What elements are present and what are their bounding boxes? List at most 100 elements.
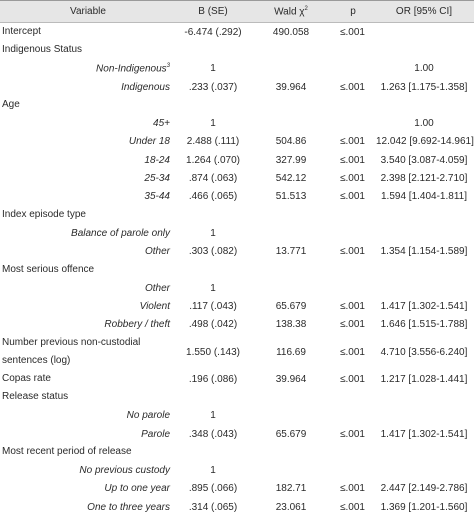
or-value: 3.540 [3.087-4.059] <box>380 154 468 166</box>
variable-label: Up to one year <box>104 483 170 495</box>
b-cell: .196 (.086) <box>176 370 250 388</box>
b-value: 1 <box>210 465 216 477</box>
section-cell: Release status <box>0 388 474 406</box>
row-main: Copas rate .196 (.086) 39.964 ≤.001 1.217 [1… <box>0 370 474 388</box>
or-cell: 1.417 [1.302-1.541] <box>374 425 474 443</box>
p-value: ≤.001 <box>340 191 365 203</box>
or-cell: 1.00 <box>374 60 474 78</box>
or-value: 1.217 [1.028-1.441] <box>380 373 468 385</box>
wald-value: 13.771 <box>275 246 307 258</box>
or-value: 1.417 [1.302-1.541] <box>380 301 468 313</box>
wald-cell <box>250 407 332 425</box>
b-value: -6.474 (.292) <box>184 26 242 38</box>
wald-cell: 13.771 <box>250 243 332 261</box>
row-level: 35-44 .466 (.065) 51.513 ≤.001 1.594 [1.404-… <box>0 188 474 206</box>
variable-label: No parole <box>126 410 170 422</box>
or-cell: 4.710 [3.556-6.240] <box>374 334 474 370</box>
wald-cell <box>250 114 332 132</box>
or-cell: 1.646 [1.515-1.788] <box>374 316 474 334</box>
b-value: 1 <box>210 227 216 239</box>
variable-cell: Indigenous <box>0 78 176 96</box>
variable-label: 45+ <box>153 118 170 130</box>
or-value: 1.00 <box>414 118 434 130</box>
wald-cell <box>250 60 332 78</box>
variable-cell: 35-44 <box>0 188 176 206</box>
row-main: Intercept -6.474 (.292) 490.058 ≤.001 <box>0 23 474 42</box>
variable-cell: Copas rate <box>0 370 176 388</box>
wald-value: 542.12 <box>275 173 307 185</box>
b-cell: .498 (.042) <box>176 316 250 334</box>
p-value: ≤.001 <box>340 154 365 166</box>
or-cell: 3.540 [3.087-4.059] <box>374 151 474 169</box>
wald-value: 182.71 <box>275 483 307 495</box>
variable-cell: 45+ <box>0 114 176 132</box>
variable-label: No previous custody <box>79 465 170 477</box>
p-value: ≤.001 <box>340 81 365 93</box>
wald-cell: 116.69 <box>250 334 332 370</box>
row-level: Up to one year .895 (.066) 182.71 ≤.001 2.44… <box>0 480 474 498</box>
or-cell: 2.447 [2.149-2.786] <box>374 480 474 498</box>
b-value: 1.264 (.070) <box>186 154 240 166</box>
header-cell: Variable <box>0 0 176 23</box>
wald-cell <box>250 224 332 242</box>
p-cell: ≤.001 <box>332 133 374 151</box>
table-body: Intercept -6.474 (.292) 490.058 ≤.001 Indige… <box>0 23 474 514</box>
wald-value: 327.99 <box>275 154 307 166</box>
wald-cell: 65.679 <box>250 425 332 443</box>
header-cell: OR [95% CI] <box>374 0 474 23</box>
wald-cell: 51.513 <box>250 188 332 206</box>
or-value: 2.447 [2.149-2.786] <box>380 483 468 495</box>
or-cell: 1.369 [1.201-1.560] <box>374 498 474 514</box>
wald-cell: 504.86 <box>250 133 332 151</box>
b-cell: -6.474 (.292) <box>176 23 250 42</box>
p-value: ≤.001 <box>340 246 365 258</box>
p-value: ≤.001 <box>340 428 365 440</box>
p-value: ≤.001 <box>340 483 365 495</box>
variable-label: Other <box>144 246 170 258</box>
p-cell: ≤.001 <box>332 480 374 498</box>
or-cell: 1.263 [1.175-1.358] <box>374 78 474 96</box>
row-level: 25-34 .874 (.063) 542.12 ≤.001 2.398 [2.121-… <box>0 169 474 187</box>
or-cell <box>374 23 474 42</box>
or-cell: 1.00 <box>374 114 474 132</box>
row-level: Parole .348 (.043) 65.679 ≤.001 1.417 [1.302… <box>0 425 474 443</box>
p-cell: ≤.001 <box>332 334 374 370</box>
wald-cell: 542.12 <box>250 169 332 187</box>
row-level: No parole 1 <box>0 407 474 425</box>
variable-cell: 25-34 <box>0 169 176 187</box>
section-label: Release status <box>2 391 69 403</box>
header-cell: Wald χ2 <box>250 0 332 23</box>
or-value: 1.00 <box>414 63 434 75</box>
or-value: 12.042 [9.692-14.961] <box>376 136 474 148</box>
variable-label: One to three years <box>87 501 170 513</box>
p-cell <box>332 462 374 480</box>
wald-cell: 39.964 <box>250 370 332 388</box>
header-row: Variable B (SE) Wald χ2 p OR [95% CI] <box>0 0 474 23</box>
variable-label: 18-24 <box>144 154 170 166</box>
b-cell: 1 <box>176 60 250 78</box>
variable-cell: One to three years <box>0 498 176 514</box>
p-cell: ≤.001 <box>332 169 374 187</box>
wald-value: 65.679 <box>275 428 307 440</box>
section-label: Indigenous Status <box>2 44 83 56</box>
section-label: Most serious offence <box>2 264 95 275</box>
b-value: 1.550 (.143) <box>186 346 240 358</box>
header-cell: B (SE) <box>176 0 250 23</box>
p-cell: ≤.001 <box>332 23 374 42</box>
label-superscript: 3 <box>166 63 170 70</box>
variable-cell: Other <box>0 279 176 297</box>
wald-value: 65.679 <box>275 301 307 313</box>
or-value: 1.646 [1.515-1.788] <box>380 319 468 331</box>
p-cell <box>332 407 374 425</box>
variable-label: Under 18 <box>128 136 170 148</box>
variable-label: 35-44 <box>144 191 170 203</box>
section-cell: Age <box>0 96 474 114</box>
wald-cell: 23.061 <box>250 498 332 514</box>
header-text: B (SE) <box>198 6 228 17</box>
section-cell: Most recent period of release <box>0 443 474 461</box>
row-level: Other .303 (.082) 13.771 ≤.001 1.354 [1.154-… <box>0 243 474 261</box>
b-cell: 1.264 (.070) <box>176 151 250 169</box>
wald-value: 138.38 <box>275 319 307 331</box>
b-value: .874 (.063) <box>188 173 238 185</box>
header-text: p <box>350 6 356 17</box>
